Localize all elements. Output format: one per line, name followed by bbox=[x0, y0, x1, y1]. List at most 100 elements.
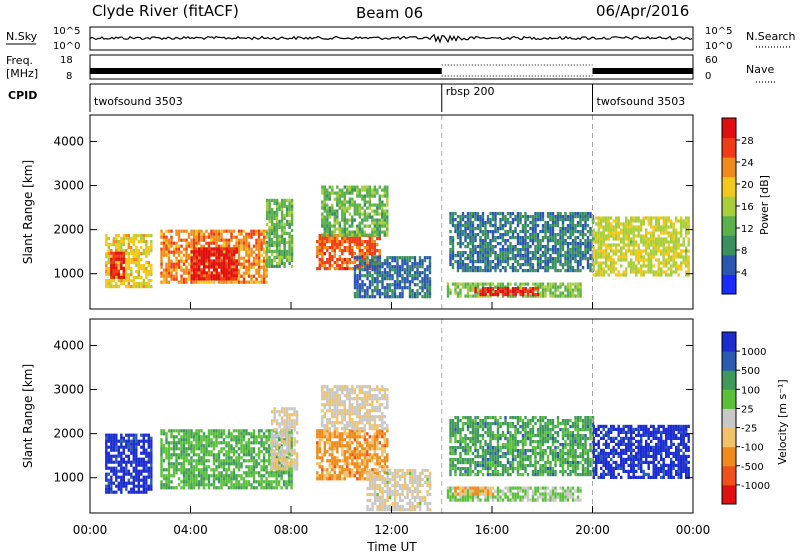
heatmap-cell bbox=[328, 246, 331, 250]
heatmap-cell bbox=[175, 468, 178, 472]
heatmap-cell bbox=[336, 227, 339, 231]
heatmap-cell bbox=[167, 262, 171, 266]
heatmap-cell bbox=[341, 252, 344, 256]
heatmap-cell bbox=[491, 293, 495, 297]
heatmap-cell bbox=[451, 224, 455, 228]
heatmap-cell bbox=[187, 429, 191, 433]
colorbar-segment bbox=[722, 196, 736, 217]
heatmap-cell bbox=[665, 264, 668, 268]
heatmap-cell bbox=[516, 236, 520, 240]
heatmap-cell bbox=[333, 191, 336, 195]
heatmap-cell bbox=[607, 216, 610, 220]
heatmap-cell bbox=[539, 215, 542, 219]
heatmap-cell bbox=[331, 209, 334, 213]
heatmap-cell bbox=[539, 239, 542, 243]
heatmap-cell bbox=[665, 252, 668, 256]
heatmap-cell bbox=[278, 219, 281, 223]
heatmap-cell bbox=[137, 463, 140, 467]
heatmap-cell bbox=[127, 246, 130, 250]
heatmap-cell bbox=[584, 212, 587, 216]
heatmap-cell bbox=[456, 224, 460, 228]
heatmap-cell bbox=[280, 234, 284, 238]
heatmap-cell bbox=[197, 271, 201, 275]
heatmap-cell bbox=[338, 194, 341, 198]
heatmap-cell bbox=[177, 447, 181, 451]
heatmap-cell bbox=[617, 255, 620, 259]
heatmap-cell bbox=[110, 442, 113, 446]
heatmap-cell bbox=[353, 237, 356, 241]
heatmap-cell bbox=[218, 247, 221, 251]
heatmap-cell bbox=[285, 486, 288, 490]
heatmap-cell bbox=[245, 235, 248, 239]
heatmap-cell bbox=[212, 271, 216, 275]
heatmap-cell bbox=[245, 247, 248, 251]
heatmap-cell bbox=[413, 271, 417, 275]
heatmap-cell bbox=[137, 460, 140, 464]
heatmap-cell bbox=[479, 227, 482, 231]
heatmap-cell bbox=[494, 227, 497, 231]
heatmap-cell bbox=[145, 270, 148, 274]
heatmap-cell bbox=[195, 462, 198, 466]
heatmap-cell bbox=[466, 218, 470, 222]
heatmap-cell bbox=[135, 261, 138, 265]
heatmap-cell bbox=[140, 258, 143, 262]
heatmap-cell bbox=[597, 234, 600, 238]
heatmap-cell bbox=[202, 459, 206, 463]
heatmap-cell bbox=[115, 439, 118, 443]
heatmap-cell bbox=[195, 250, 198, 254]
heatmap-cell bbox=[230, 447, 233, 451]
heatmap-cell bbox=[182, 438, 186, 442]
heatmap-cell bbox=[499, 254, 502, 258]
heatmap-cell bbox=[237, 432, 241, 436]
heatmap-cell bbox=[386, 283, 389, 287]
heatmap-cell bbox=[504, 290, 507, 294]
heatmap-cell bbox=[388, 286, 392, 290]
heatmap-cell bbox=[446, 288, 450, 292]
heatmap-cell bbox=[484, 227, 487, 231]
heatmap-cell bbox=[162, 459, 166, 463]
heatmap-cell bbox=[484, 245, 487, 249]
heatmap-cell bbox=[426, 295, 429, 299]
heatmap-cell bbox=[529, 236, 532, 240]
heatmap-cell bbox=[150, 475, 153, 479]
heatmap-cell bbox=[393, 289, 397, 293]
heatmap-cell bbox=[386, 271, 389, 275]
heatmap-cell bbox=[366, 194, 369, 198]
heatmap-cell bbox=[235, 474, 238, 478]
heatmap-cell bbox=[484, 236, 487, 240]
heatmap-cell bbox=[383, 218, 386, 222]
heatmap-cell bbox=[273, 222, 276, 226]
heatmap-cell bbox=[160, 483, 163, 487]
heatmap-cell bbox=[595, 237, 598, 241]
heatmap-cell bbox=[501, 227, 505, 231]
heatmap-cell bbox=[381, 194, 384, 198]
heatmap-cell bbox=[551, 263, 555, 267]
heatmap-cell bbox=[275, 207, 279, 211]
heatmap-cell bbox=[165, 244, 168, 248]
heatmap-cell bbox=[237, 447, 241, 451]
heatmap-cell bbox=[519, 218, 522, 222]
heatmap-cell bbox=[351, 191, 354, 195]
heatmap-cell bbox=[449, 239, 452, 243]
heatmap-cell bbox=[642, 264, 645, 268]
heatmap-cell bbox=[142, 463, 145, 467]
heatmap-cell bbox=[428, 280, 432, 284]
heatmap-cell bbox=[622, 270, 625, 274]
heatmap-cell bbox=[504, 242, 507, 246]
heatmap-cell bbox=[526, 257, 530, 261]
heatmap-cell bbox=[336, 240, 339, 244]
heatmap-cell bbox=[190, 232, 193, 236]
heatmap-cell bbox=[574, 288, 577, 292]
heatmap-cell bbox=[177, 259, 181, 263]
heatmap-cell bbox=[150, 439, 153, 443]
heatmap-cell bbox=[132, 466, 135, 470]
heatmap-cell bbox=[242, 247, 246, 251]
heatmap-cell bbox=[544, 233, 547, 237]
heatmap-cell bbox=[237, 229, 241, 233]
heatmap-cell bbox=[564, 288, 567, 292]
heatmap-cell bbox=[185, 432, 188, 436]
heatmap-cell bbox=[172, 465, 176, 469]
heatmap-cell bbox=[476, 245, 480, 249]
heatmap-cell bbox=[358, 246, 361, 250]
heatmap-cell bbox=[328, 258, 331, 262]
